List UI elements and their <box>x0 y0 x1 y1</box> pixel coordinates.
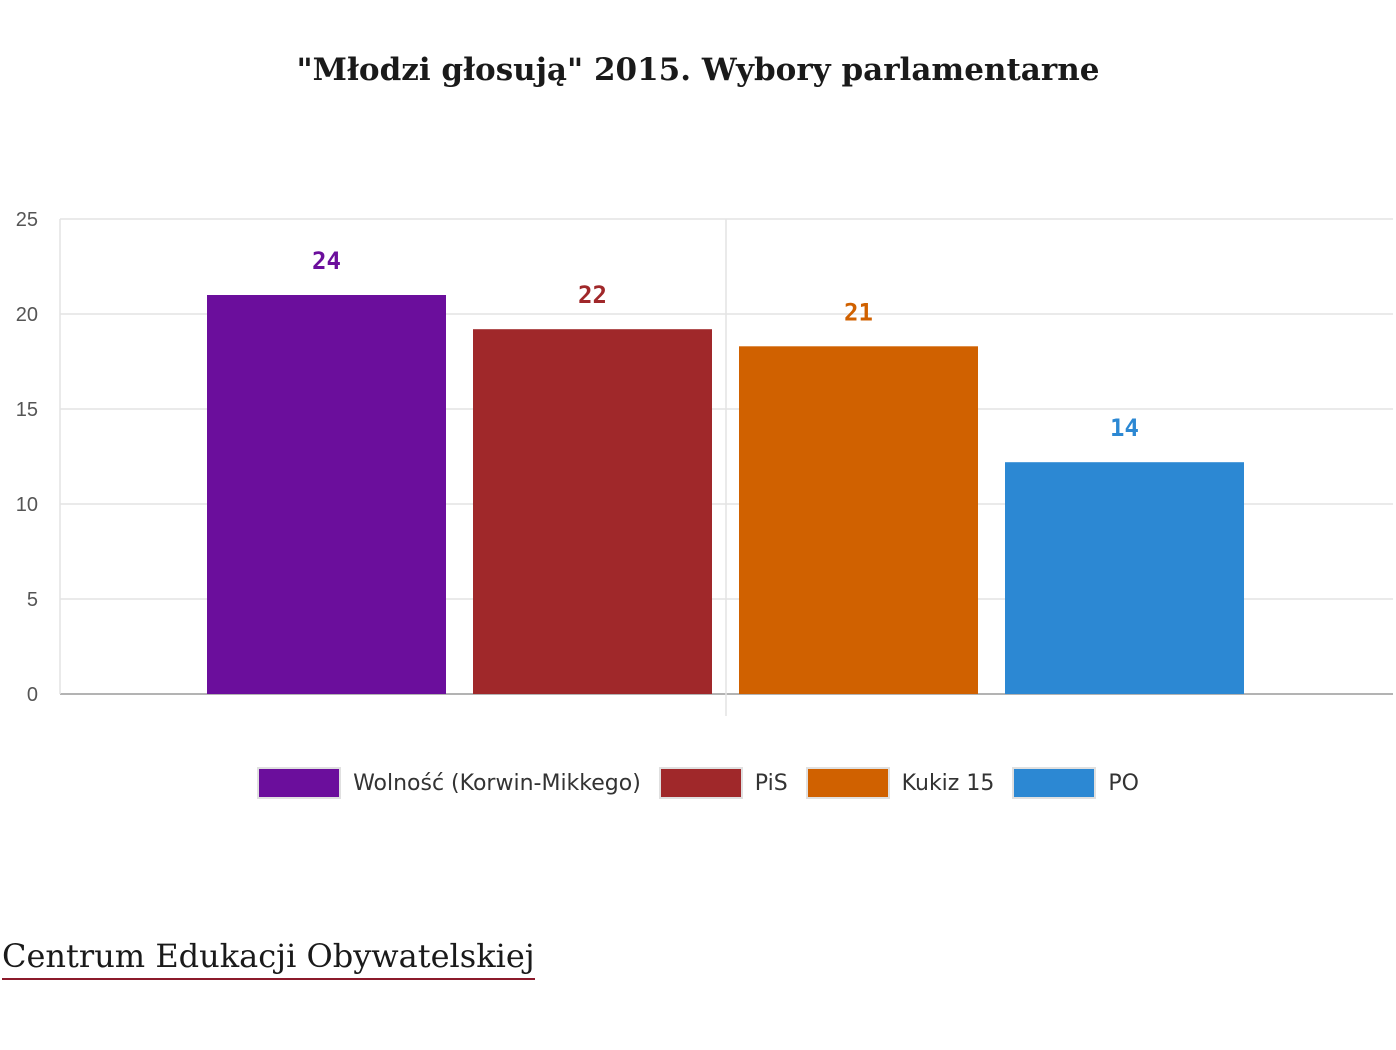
legend-swatch <box>658 767 743 799</box>
y-tick-label: 5 <box>27 589 38 611</box>
legend-item[interactable]: Kukiz 15 <box>805 766 995 800</box>
data-label: 24 <box>312 247 341 275</box>
legend-label: Kukiz 15 <box>901 770 995 796</box>
legend: Wolność (Korwin-Mikkego) PiS Kukiz 15 PO <box>0 766 1396 800</box>
bar-wolno-korwin-mikkego[interactable] <box>207 295 446 694</box>
source-link[interactable]: Centrum Edukacji Obywatelskiej <box>2 936 535 980</box>
y-tick-label: 0 <box>27 684 38 706</box>
bar-pis[interactable] <box>473 329 712 694</box>
y-tick-label: 10 <box>16 494 38 516</box>
data-label: 22 <box>578 281 607 309</box>
bars <box>207 295 1244 694</box>
legend-swatch <box>805 767 890 799</box>
y-tick-label: 25 <box>16 209 38 231</box>
y-tick-label: 20 <box>16 304 38 326</box>
data-label: 14 <box>1110 414 1139 442</box>
y-tick-label: 15 <box>16 399 38 421</box>
data-label: 21 <box>844 298 873 326</box>
y-axis: 0 5 10 15 20 25 <box>16 209 38 706</box>
legend-swatch <box>257 767 342 799</box>
bar-kukiz-15[interactable] <box>739 346 978 694</box>
data-labels: 24 22 21 14 <box>312 247 1139 442</box>
legend-item[interactable]: PiS <box>658 766 788 800</box>
chart-title: "Młodzi głosują" 2015. Wybory parlamenta… <box>296 52 1100 88</box>
legend-label: Wolność (Korwin-Mikkego) <box>353 770 641 796</box>
legend-label: PiS <box>754 770 788 796</box>
legend-swatch <box>1012 767 1097 799</box>
legend-label: PO <box>1108 770 1139 796</box>
bar-chart: 0 5 10 15 20 25 24 22 21 14 <box>16 209 1393 716</box>
bar-po[interactable] <box>1005 462 1244 694</box>
legend-item[interactable]: Wolność (Korwin-Mikkego) <box>257 766 641 800</box>
legend-item[interactable]: PO <box>1012 766 1139 800</box>
